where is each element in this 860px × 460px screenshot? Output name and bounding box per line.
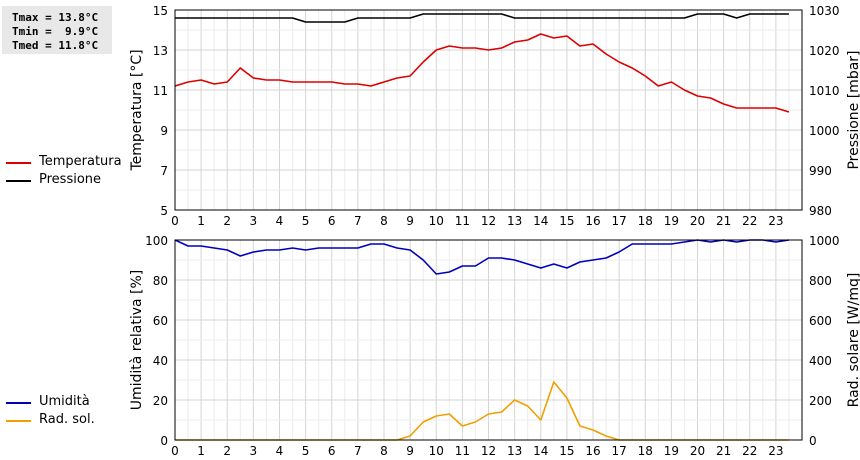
stats-box: Tmax = 13.8°C Tmin = 9.9°C Tmed = 11.8°C [2,6,112,54]
y2-tick-label: 1020 [809,44,840,58]
x-tick-label: 14 [533,214,548,228]
legend-swatch [6,180,31,182]
legend-swatch [6,162,31,164]
x-tick-label: 6 [328,214,336,228]
y-axis-title: Temperatura [°C] [129,49,145,171]
x-tick-label: 3 [250,444,258,458]
x-tick-label: 20 [690,444,705,458]
y2-tick-label: 1010 [809,84,840,98]
x-tick-label: 11 [455,214,470,228]
legend-label: Rad. sol. [39,412,95,427]
y-tick-label: 13 [153,44,168,58]
x-tick-label: 8 [380,444,388,458]
x-tick-label: 20 [690,214,705,228]
legend-swatch [6,402,31,404]
y2-tick-label: 1000 [809,124,840,138]
y-tick-label: 7 [160,164,168,178]
y-tick-label: 80 [153,274,168,288]
x-tick-label: 3 [250,214,258,228]
y2-tick-label: 800 [809,274,832,288]
x-tick-label: 4 [276,444,284,458]
x-tick-label: 1 [197,214,205,228]
x-tick-label: 12 [481,214,496,228]
y2-tick-label: 200 [809,394,832,408]
legend-swatch [6,420,31,422]
x-tick-label: 21 [716,444,731,458]
series-line-pressione [175,13,789,23]
chart-1: 0 1 2 3 4 5 6 7 8 9 10 11 12 13 14 15 16 17 18 19 20 21 22 2357… [129,4,860,228]
x-tick-label: 1 [197,444,205,458]
y-tick-label: 9 [160,124,168,138]
x-tick-label: 23 [768,444,783,458]
x-tick-label: 12 [481,444,496,458]
y-tick-label: 0 [160,434,168,448]
tmin-text: Tmin = 9.9°C [12,25,99,38]
y-tick-label: 100 [145,234,168,248]
series-line-temperatura [174,33,790,113]
x-tick-label: 6 [328,444,336,458]
legend-label: Umidità [39,394,90,409]
x-tick-label: 17 [611,444,626,458]
x-tick-label: 14 [533,444,548,458]
x-tick-label: 15 [559,444,574,458]
x-tick-label: 22 [742,214,757,228]
y-tick-label: 20 [153,394,168,408]
y2-axis-title: Pressione [mbar] [846,50,860,169]
x-tick-label: 4 [276,214,284,228]
y-axis-title: Umidità relativa [%] [129,270,145,411]
x-tick-label: 19 [664,444,679,458]
y2-tick-label: 0 [809,434,817,448]
x-tick-label: 18 [638,444,653,458]
y-tick-label: 60 [153,314,168,328]
tmax-text: Tmax = 13.8°C [12,11,99,24]
x-tick-label: 15 [559,214,574,228]
x-tick-label: 9 [406,214,414,228]
x-tick-label: 16 [585,214,600,228]
x-tick-label: 13 [507,444,522,458]
x-tick-label: 13 [507,214,522,228]
x-tick-label: 7 [354,444,362,458]
y-tick-label: 40 [153,354,168,368]
series-line-umidit [174,239,790,275]
x-tick-label: 23 [768,214,783,228]
x-tick-label: 10 [429,214,444,228]
legend-label: Temperatura [39,154,122,169]
chart-2: 0 1 2 3 4 5 6 7 8 9 10 11 12 13 14 15 16 17 18 19 20 21 22 2302… [129,234,860,458]
x-tick-label: 17 [611,214,626,228]
x-tick-label: 2 [223,444,231,458]
x-tick-label: 10 [429,444,444,458]
y-tick-label: 15 [153,4,168,18]
x-tick-label: 18 [638,214,653,228]
x-tick-label: 19 [664,214,679,228]
x-tick-label: 2 [223,214,231,228]
x-tick-label: 5 [302,214,310,228]
series-line-rad-sol [175,381,789,441]
tmed-text: Tmed = 11.8°C [12,39,99,52]
x-tick-label: 5 [302,444,310,458]
x-tick-label: 8 [380,214,388,228]
y2-tick-label: 400 [809,354,832,368]
x-tick-label: 22 [742,444,757,458]
plot-frame [174,239,803,441]
x-tick-label: 7 [354,214,362,228]
plot-frame [174,9,803,211]
y-tick-label: 11 [153,84,168,98]
x-tick-label: 0 [171,444,179,458]
y-tick-label: 5 [160,204,168,218]
x-tick-label: 11 [455,444,470,458]
x-tick-label: 16 [585,444,600,458]
y2-tick-label: 1030 [809,4,840,18]
x-tick-label: 0 [171,214,179,228]
y2-tick-label: 980 [809,204,832,218]
y2-axis-title: Rad. solare [W/mq] [846,273,860,408]
y2-tick-label: 600 [809,314,832,328]
x-tick-label: 21 [716,214,731,228]
y2-tick-label: 990 [809,164,832,178]
legend-label: Pressione [39,172,102,187]
x-tick-label: 9 [406,444,414,458]
y2-tick-label: 1000 [809,234,840,248]
